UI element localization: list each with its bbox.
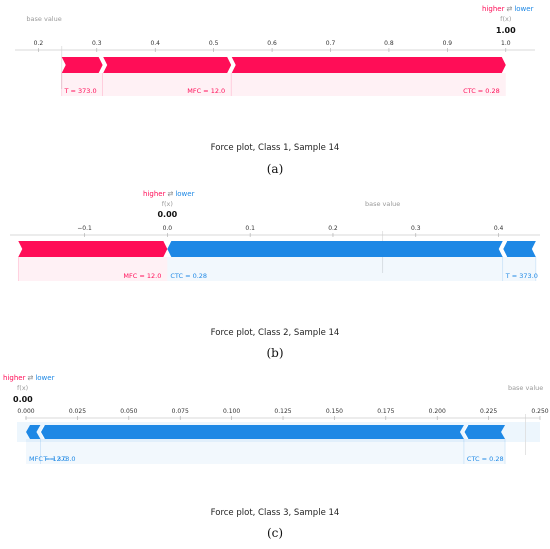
positive-feature-label: MFC = 12.0 <box>123 272 161 280</box>
x-tick-label: 0.3 <box>92 40 102 47</box>
negative-force-bar <box>26 425 41 439</box>
positive-feature-label: T = 373.0 <box>63 87 96 95</box>
x-tick-label: 1.0 <box>501 40 511 47</box>
fx-label: f(x) <box>162 200 173 208</box>
negative-feature-label: CTC = 0.28 <box>467 455 504 463</box>
x-tick-label: −0.1 <box>77 225 92 232</box>
panel-label: (b) <box>266 346 283 360</box>
negative-force-bar <box>463 425 506 439</box>
positive-feature-label: MFC = 12.0 <box>187 87 225 95</box>
legend-arrows-icon: ⇄ <box>27 374 33 382</box>
x-tick-label: 0.050 <box>120 408 137 415</box>
positive-force-shade <box>61 73 103 96</box>
fx-label: f(x) <box>17 384 28 392</box>
legend-higher: higher <box>3 374 26 382</box>
panel-label: (c) <box>267 526 283 540</box>
x-tick-label: 0.2 <box>34 40 44 47</box>
fx-value: 0.00 <box>13 395 33 404</box>
x-tick-label: 0.8 <box>384 40 394 47</box>
segment-divider <box>102 56 108 74</box>
x-tick-label: 0.025 <box>69 408 86 415</box>
panel-label: (a) <box>267 162 284 176</box>
segment-divider <box>463 424 469 440</box>
x-tick-label: 0.250 <box>531 408 548 415</box>
negative-feature-label: T = 373.0 <box>42 455 75 463</box>
base-value-label: base value <box>508 384 543 392</box>
legend-lower: lower <box>175 190 194 198</box>
positive-force-shade <box>102 73 232 96</box>
x-tick-label: 0.3 <box>411 225 421 232</box>
x-tick-label: 0.4 <box>150 40 160 47</box>
negative-force-bar <box>167 241 503 257</box>
x-tick-label: 0.9 <box>443 40 453 47</box>
x-tick-label: 0.5 <box>209 40 219 47</box>
legend-higher: higher <box>482 5 505 13</box>
legend-higher: higher <box>143 190 166 198</box>
negative-force-shade <box>40 439 464 464</box>
positive-force-bar <box>18 241 168 257</box>
negative-force-shade <box>502 257 536 281</box>
positive-force-bar <box>102 57 232 73</box>
x-tick-label: 0.150 <box>326 408 343 415</box>
x-tick-label: 0.1 <box>245 225 255 232</box>
x-tick-label: 0.175 <box>377 408 394 415</box>
negative-feature-label: CTC = 0.28 <box>170 272 207 280</box>
negative-feature-label: MFC = 12.0 <box>29 455 67 463</box>
fx-value: 1.00 <box>496 26 516 35</box>
chart-caption: Force plot, Class 3, Sample 14 <box>211 508 340 518</box>
force-plot-panel-3: higher ⇄ lower f(x) 0.00 base value 0.000 0.025… <box>3 374 549 540</box>
x-tick-label: 0.125 <box>274 408 291 415</box>
x-tick-label: 0.100 <box>223 408 240 415</box>
x-tick-label: 0.2 <box>328 225 338 232</box>
x-tick-label: 0.075 <box>172 408 189 415</box>
legend: higher ⇄ lower <box>482 5 534 13</box>
negative-force-shade <box>26 439 41 464</box>
negative-feature-label: T = 373.0 <box>505 272 538 280</box>
legend-arrows-icon: ⇄ <box>506 5 512 13</box>
base-value-label: base value <box>365 200 400 208</box>
positive-force-shade <box>231 73 506 96</box>
chart-caption: Force plot, Class 2, Sample 14 <box>211 328 340 338</box>
x-tick-label: 0.0 <box>163 225 173 232</box>
x-tick-label: 0.225 <box>480 408 497 415</box>
fx-label: f(x) <box>500 15 511 23</box>
segment-divider <box>39 424 45 440</box>
legend: higher ⇄ lower <box>3 374 55 382</box>
x-tick-label: 0.6 <box>267 40 277 47</box>
legend-arrows-icon: ⇄ <box>167 190 173 198</box>
fx-value: 0.00 <box>157 210 177 219</box>
x-tick-label: 0.000 <box>17 408 34 415</box>
positive-force-bar <box>61 57 103 73</box>
x-tick-label: 0.7 <box>326 40 336 47</box>
segment-divider <box>502 240 508 258</box>
chart-caption: Force plot, Class 1, Sample 14 <box>211 143 340 153</box>
positive-force-bar <box>231 57 506 73</box>
legend-lower: lower <box>35 374 54 382</box>
negative-force-shade <box>167 257 503 281</box>
legend-lower: lower <box>514 5 533 13</box>
negative-force-shade <box>463 439 506 464</box>
base-value-label: base value <box>26 15 61 23</box>
x-tick-label: 0.200 <box>429 408 446 415</box>
positive-force-shade <box>18 257 168 281</box>
positive-feature-label: CTC = 0.28 <box>463 87 500 95</box>
negative-force-bar <box>502 241 536 257</box>
negative-force-bar <box>40 425 464 439</box>
x-tick-label: 0.4 <box>494 225 504 232</box>
legend: higher ⇄ lower <box>143 190 195 198</box>
segment-divider <box>230 56 236 74</box>
